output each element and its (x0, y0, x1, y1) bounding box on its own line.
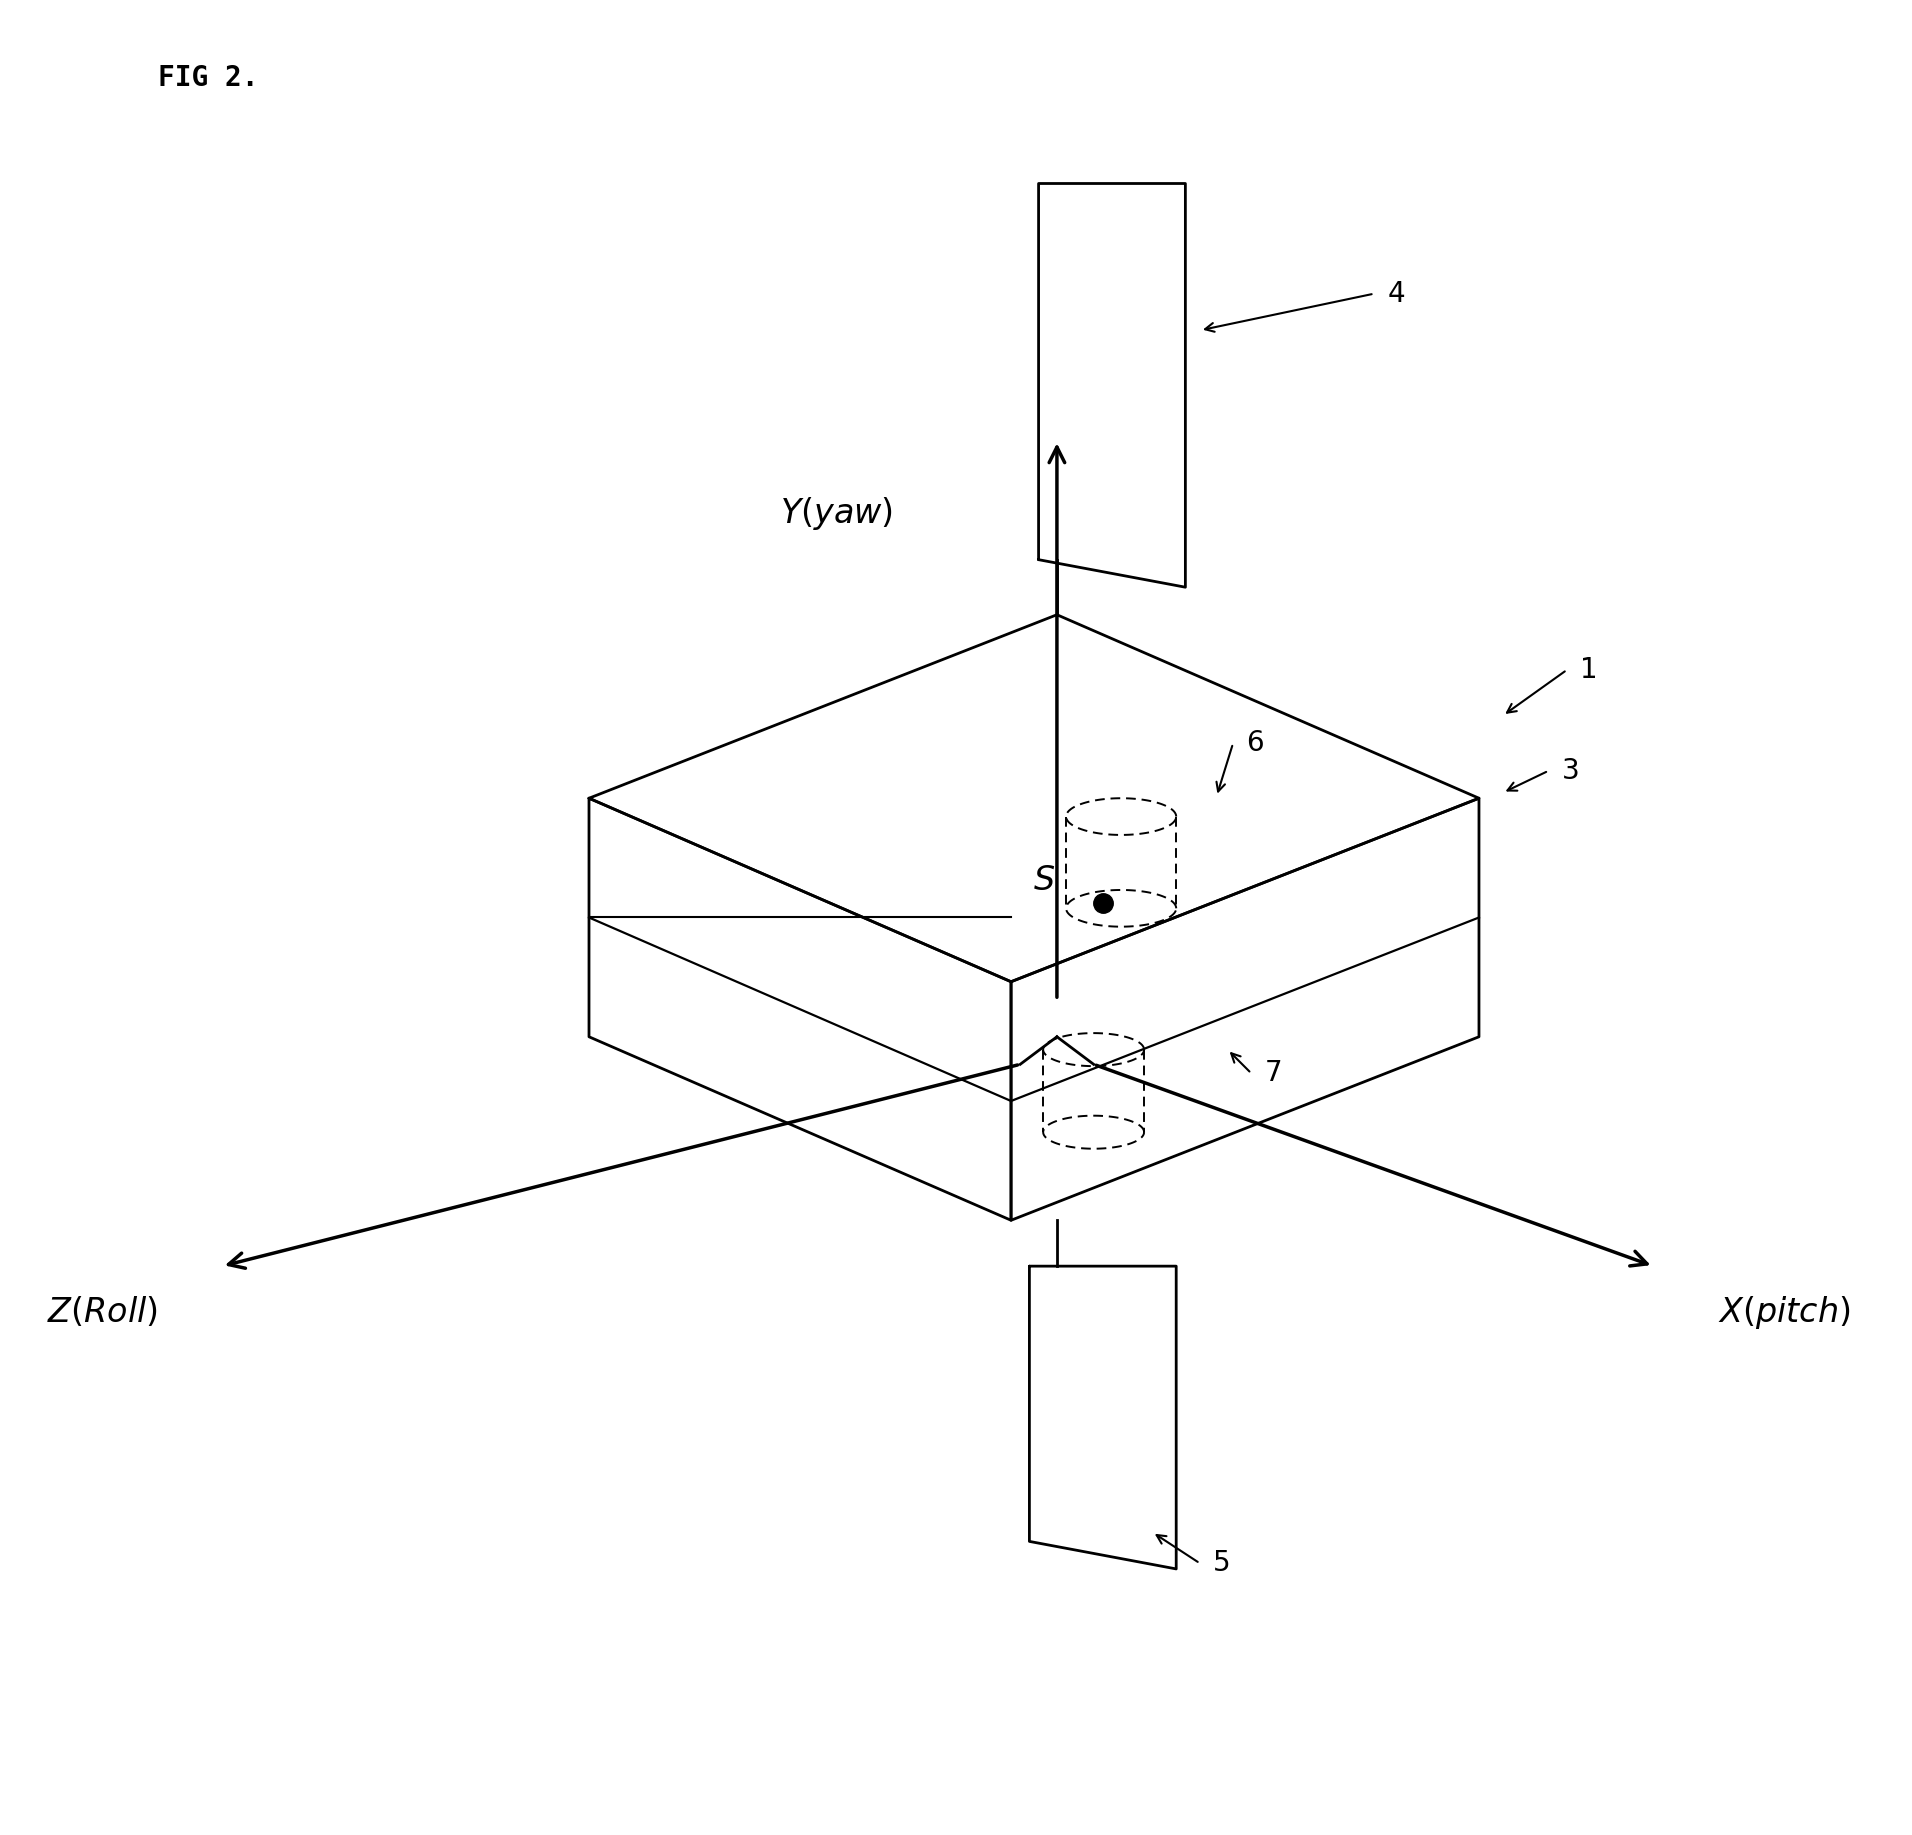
Text: 6: 6 (1247, 728, 1264, 758)
Text: 7: 7 (1264, 1059, 1283, 1088)
Text: $Z(Roll)$: $Z(Roll)$ (48, 1296, 159, 1329)
Text: 5: 5 (1214, 1549, 1231, 1578)
Text: $S$: $S$ (1032, 864, 1055, 897)
Text: FIG 2.: FIG 2. (159, 64, 258, 92)
Text: $X(pitch)$: $X(pitch)$ (1717, 1294, 1851, 1330)
Text: $Y(yaw)$: $Y(yaw)$ (780, 495, 893, 532)
Text: 3: 3 (1562, 756, 1579, 785)
Text: 4: 4 (1388, 279, 1405, 308)
Text: 1: 1 (1579, 655, 1598, 684)
